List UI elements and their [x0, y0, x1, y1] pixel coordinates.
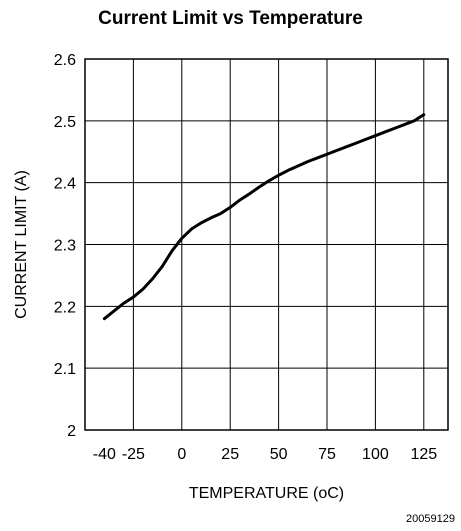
- y-tick-labels: 2 2.1 2.2 2.3 2.4 2.5 2.6: [54, 52, 76, 440]
- grid-lines: [84, 58, 449, 431]
- chart-title: Current Limit vs Temperature: [98, 8, 363, 29]
- series-layer: [102, 113, 426, 321]
- x-tick-label: 50: [270, 446, 288, 463]
- x-tick-label: 25: [221, 446, 239, 463]
- y-tick-label: 2.5: [54, 114, 76, 131]
- figure-id-label: 20059129: [406, 513, 455, 525]
- x-axis-title: TEMPERATURE (oC): [189, 485, 344, 502]
- y-tick-label: 2.1: [54, 361, 76, 378]
- x-tick-label: 0: [177, 446, 186, 463]
- y-tick-label: 2: [67, 423, 76, 440]
- x-tick-labels: -40 -25 0 25 50 75 100 125: [93, 446, 437, 463]
- plot-frame: [84, 58, 449, 431]
- y-tick-label: 2.3: [54, 238, 76, 255]
- x-tick-label: 125: [410, 446, 437, 463]
- y-tick-label: 2.2: [54, 299, 76, 316]
- y-axis-title: CURRENT LIMIT (A): [13, 170, 30, 319]
- series-line: [102, 113, 426, 321]
- x-tick-label: 75: [318, 446, 336, 463]
- x-tick-label: -40: [93, 446, 116, 463]
- y-tick-label: 2.6: [54, 52, 76, 69]
- x-tick-label: 100: [362, 446, 389, 463]
- y-tick-label: 2.4: [54, 176, 76, 193]
- x-tick-label: -25: [122, 446, 145, 463]
